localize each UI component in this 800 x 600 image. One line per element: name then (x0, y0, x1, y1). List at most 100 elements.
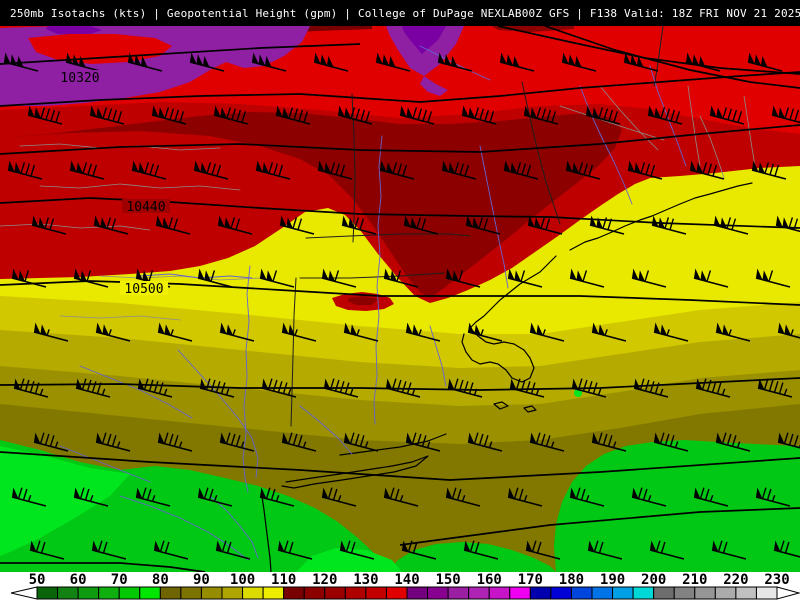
colorbar-segment (385, 586, 408, 600)
wind-barb (91, 540, 127, 560)
wind-barb (313, 52, 349, 72)
wind-barb (281, 322, 317, 342)
wind-barb (713, 215, 749, 235)
wind-barb (777, 432, 800, 449)
colorbar-segment (488, 586, 511, 600)
colorbar-canvas: 50 60 70 80 90 100 110 120 130 140 150 160 170 180 190… (10, 572, 800, 600)
height-contour-10440 (0, 197, 800, 229)
wind-barb (405, 432, 441, 452)
wind-barb (445, 487, 481, 507)
wind-barb (383, 268, 419, 288)
colorbar-segment (180, 586, 202, 600)
colorbar-segment (509, 586, 531, 600)
wind-barb (33, 432, 69, 452)
purple-tail (420, 76, 448, 96)
maroon-top-strip-right (492, 26, 574, 32)
wind-barb (281, 432, 317, 452)
contour-label-mask (56, 70, 104, 84)
wind-barb (337, 105, 373, 125)
wind-barb (11, 487, 47, 507)
wind-barb (755, 268, 791, 288)
wind-barb (689, 160, 725, 180)
wind-barb (33, 322, 69, 342)
wind-barb (401, 540, 437, 560)
coast-line (339, 433, 447, 456)
wind-barb (65, 52, 101, 72)
wind-barb (219, 432, 255, 452)
colorbar-tick: 100 (230, 572, 255, 588)
county-line (99, 275, 261, 281)
colorbar-segment (653, 586, 675, 600)
river-line (177, 349, 259, 479)
wind-barb (375, 52, 411, 72)
wind-barb (569, 487, 605, 507)
wind-barb (503, 160, 539, 180)
colorbar-segment (550, 586, 572, 600)
wind-barb (275, 105, 311, 125)
wind-barb (255, 160, 291, 180)
maroon-core (0, 112, 622, 298)
colorbar-segment (57, 586, 79, 600)
river-line (429, 325, 447, 387)
wind-barb (379, 160, 415, 180)
river-line (373, 135, 383, 425)
wind-barb (3, 52, 39, 72)
county-line (0, 223, 151, 231)
wind-barb (771, 105, 800, 124)
wind-barb (437, 52, 473, 72)
wind-barb (709, 105, 745, 125)
height-contour-10320 (0, 71, 800, 107)
wind-barb (69, 160, 105, 180)
wind-barb (711, 540, 747, 560)
river-line (209, 495, 259, 559)
coast-line (493, 401, 509, 410)
coast-line (461, 255, 557, 383)
river-line (299, 405, 353, 455)
colorbar-tick: 210 (682, 572, 707, 588)
river-line (79, 365, 193, 419)
state-line (305, 233, 471, 239)
county-line (687, 85, 701, 167)
colorbar-segment (570, 586, 593, 600)
map-title: 250mb Isotachs (kts) | Geopotential Heig… (10, 6, 522, 20)
wind-barb (631, 268, 667, 288)
wind-barb (507, 268, 543, 288)
contour-label-layer: 10320 10440 10500 (56, 70, 170, 297)
river-line (649, 65, 687, 167)
wind-barb (529, 322, 565, 342)
colorbar-segment (714, 586, 737, 600)
colorbar-tick: 140 (394, 572, 419, 588)
wind-barb (31, 215, 67, 235)
wind-barb (7, 160, 43, 180)
wind-barb (633, 378, 669, 398)
wind-barb (259, 487, 295, 507)
county-line (59, 315, 181, 321)
colorbar-segment (632, 586, 655, 600)
height-contour (0, 451, 800, 481)
colorbar-tick: 110 (271, 572, 296, 588)
wind-barb (339, 540, 375, 560)
green-center-sliver (388, 542, 556, 572)
wind-barb (75, 378, 111, 398)
wind-barb (589, 215, 625, 235)
colorbar-segment (447, 586, 470, 600)
wind-barb (631, 487, 667, 507)
wind-barb (95, 322, 131, 342)
colorbar-segment (324, 586, 346, 600)
colorbar-segment (139, 586, 161, 600)
colorbar-tick: 160 (477, 572, 502, 588)
colorbar-tick-labels: 50 60 70 80 90 100 110 120 130 140 150 160 170 180 190… (29, 572, 790, 588)
state-line (290, 277, 297, 427)
colorbar-segment (406, 586, 429, 600)
wind-barb (571, 378, 607, 398)
wind-barb (251, 52, 287, 72)
colorbar-tick: 90 (193, 572, 210, 588)
height-contour (0, 124, 800, 155)
colorbar-segment (427, 586, 449, 600)
colorbar-tick: 50 (29, 572, 46, 588)
wind-barb (405, 322, 441, 342)
wind-barb (715, 432, 751, 452)
contour-label-mask (122, 199, 170, 213)
river-line (242, 265, 251, 493)
coast-line (261, 495, 272, 573)
